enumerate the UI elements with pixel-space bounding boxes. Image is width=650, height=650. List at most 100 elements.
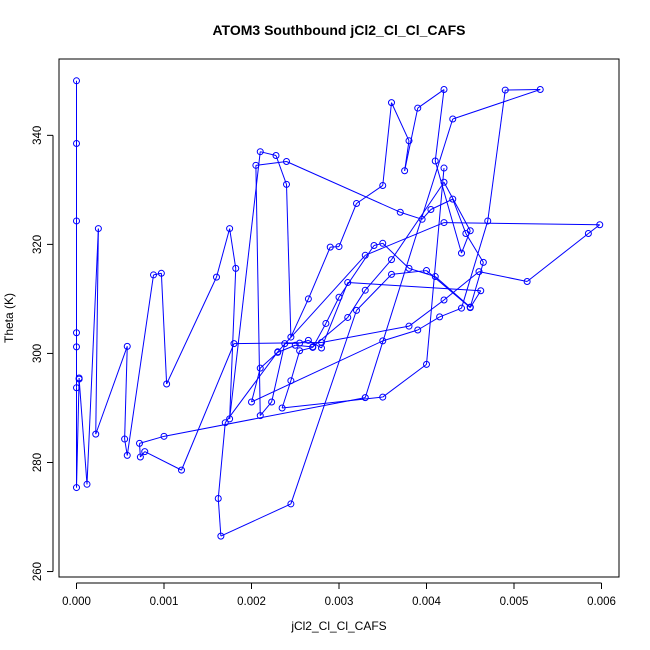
data-point [440, 86, 448, 94]
data-point [388, 99, 395, 107]
series-segment [443, 271, 480, 301]
series-segment [338, 245, 375, 298]
data-point [304, 336, 312, 344]
x-tick-label: 0.002 [237, 596, 266, 608]
data-point [92, 430, 100, 438]
series-segment [408, 299, 445, 327]
series-segment [286, 184, 292, 338]
series-segment [373, 242, 383, 246]
data-point [449, 195, 457, 203]
series-segment [275, 155, 287, 185]
data-point [73, 77, 80, 85]
data-point [256, 412, 264, 420]
data-point [361, 251, 369, 259]
series-segment [382, 329, 418, 342]
series-segment [321, 325, 410, 344]
data-point [536, 86, 544, 94]
data-point [73, 329, 80, 337]
data-point [121, 435, 129, 443]
data-point [477, 287, 485, 295]
data-point [157, 269, 165, 277]
series-segment [139, 435, 165, 444]
y-tick-label: 280 [32, 453, 44, 472]
x-tick-label: 0.005 [500, 596, 529, 608]
data-point [335, 243, 343, 251]
series-segment [382, 242, 410, 269]
data-point [226, 225, 234, 233]
data-point [361, 394, 369, 402]
data-point [217, 532, 225, 540]
data-point [150, 271, 157, 279]
data-point [230, 340, 238, 348]
series-segment [229, 228, 237, 269]
series-segment [417, 89, 445, 109]
series-segment [299, 339, 309, 344]
x-tick-label: 0.000 [62, 596, 91, 608]
y-tick-label: 340 [32, 126, 44, 145]
data-point [388, 270, 395, 278]
series-segment [181, 343, 235, 471]
series-segment [290, 310, 357, 505]
data-point [318, 339, 325, 347]
data-point [123, 451, 131, 459]
series-segment [163, 397, 366, 437]
series-segment [505, 89, 541, 91]
series-segment [356, 185, 384, 204]
series-segment [166, 276, 217, 385]
data-point [272, 152, 280, 160]
data-point [296, 347, 304, 355]
data-point [252, 161, 260, 169]
data-point [344, 279, 352, 287]
y-tick-label: 300 [32, 344, 44, 363]
series-segment [325, 297, 340, 324]
data-point [73, 343, 80, 351]
data-point [479, 258, 487, 266]
series-points [73, 77, 604, 540]
data-point [160, 432, 168, 440]
data-point [283, 180, 290, 188]
series-segment [286, 161, 401, 213]
data-point [136, 439, 143, 447]
series-segment [365, 222, 445, 256]
series-segment [430, 198, 453, 210]
series-segment [382, 363, 427, 398]
data-point [484, 217, 492, 225]
series-segment [400, 211, 423, 220]
series-segment [217, 422, 226, 499]
series-segment [220, 503, 292, 537]
series-segment [290, 298, 309, 338]
data-point [326, 243, 334, 251]
series-segment [364, 118, 454, 398]
series-segment [434, 276, 471, 308]
data-point [335, 293, 343, 301]
series-segment [330, 246, 340, 248]
data-point [226, 415, 234, 423]
series-segment [95, 346, 128, 435]
series-segment [461, 220, 489, 309]
data-point [414, 104, 422, 112]
series-segment [307, 246, 331, 300]
data-point [287, 500, 295, 508]
data-point [309, 343, 317, 351]
series-segment [86, 228, 99, 485]
data-point [232, 264, 240, 272]
y-axis: 260 280 300 320 340 [32, 126, 54, 581]
series-segment [588, 224, 601, 234]
series-line [76, 80, 601, 537]
data-point [287, 333, 295, 341]
series-segment [426, 168, 445, 365]
series-segment [95, 228, 99, 435]
series-segment [76, 377, 80, 488]
series-segment [439, 307, 462, 318]
series-segment [382, 102, 392, 186]
y-axis-label: Theta (K) [2, 293, 16, 343]
data-point [379, 239, 387, 247]
series-segment [217, 498, 222, 537]
data-point [431, 157, 439, 165]
data-point [436, 313, 444, 321]
data-point [213, 273, 220, 281]
series-segment [255, 161, 287, 166]
series-segment [391, 270, 427, 275]
data-point [83, 480, 91, 488]
